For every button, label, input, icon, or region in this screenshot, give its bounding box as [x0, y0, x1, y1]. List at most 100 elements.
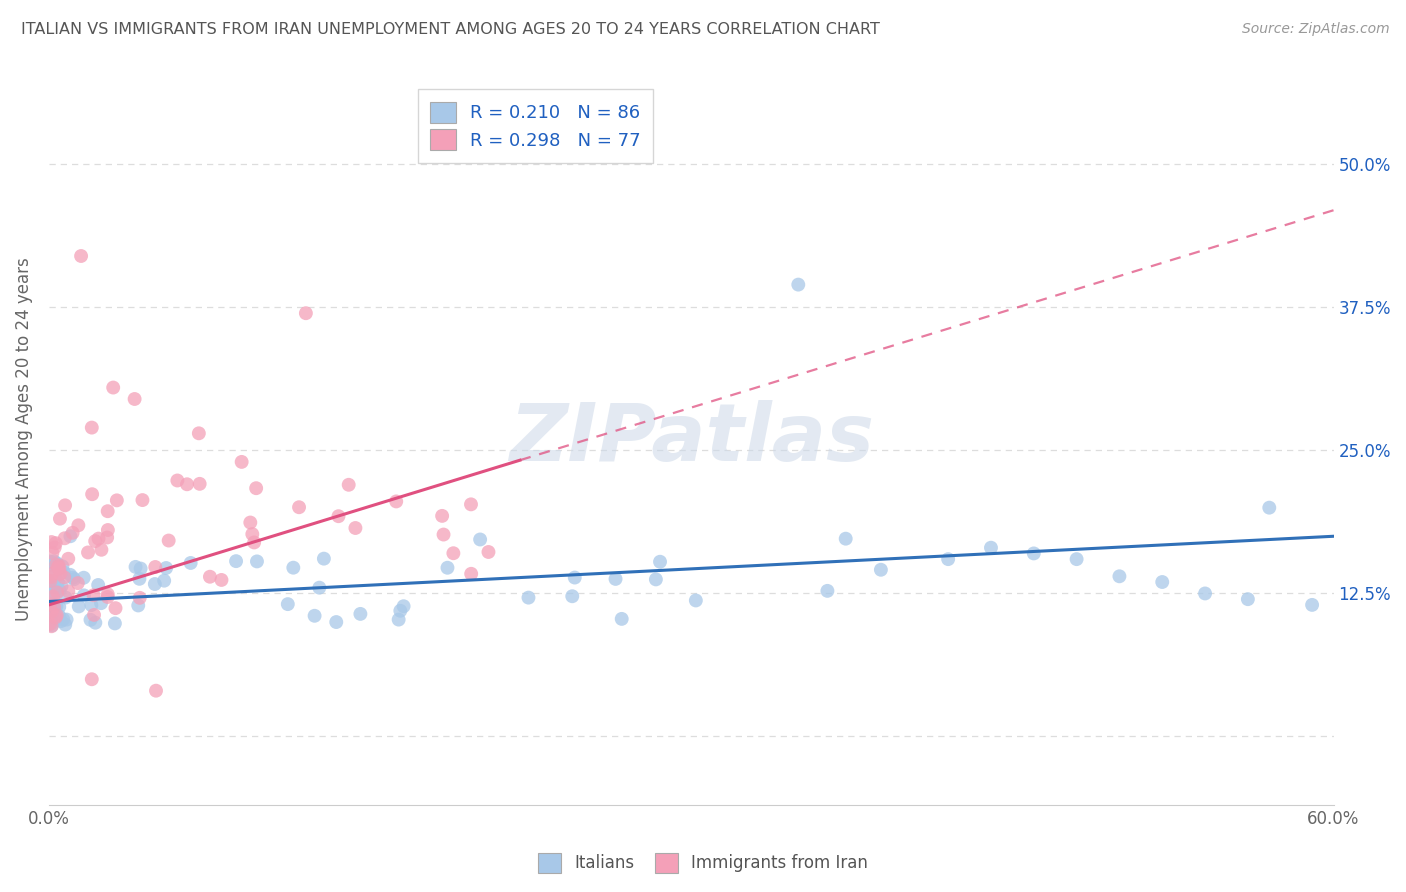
- Point: [73, 571, 96, 585]
- Point: [73, 588, 96, 602]
- Point: [97, 504, 120, 518]
- Point: [155, 561, 177, 575]
- Point: [245, 481, 267, 495]
- Point: [52, 566, 75, 580]
- Point: [80, 598, 103, 612]
- Point: [610, 612, 633, 626]
- Point: [104, 616, 127, 631]
- Point: [70, 249, 93, 263]
- Point: [176, 477, 198, 491]
- Point: [45, 536, 67, 550]
- Point: [45, 599, 67, 614]
- Point: [41, 587, 63, 601]
- Point: [59, 529, 82, 543]
- Point: [41, 566, 63, 581]
- Point: [980, 541, 1002, 555]
- Point: [225, 554, 247, 568]
- Point: [105, 493, 128, 508]
- Point: [38, 617, 60, 632]
- Point: [145, 683, 167, 698]
- Point: [44, 600, 66, 615]
- Point: [41, 616, 63, 631]
- Point: [239, 516, 262, 530]
- Point: [59, 567, 82, 582]
- Point: [49, 566, 72, 581]
- Point: [45, 610, 67, 624]
- Point: [385, 494, 408, 508]
- Point: [39, 597, 62, 611]
- Point: [246, 554, 269, 568]
- Point: [97, 590, 120, 604]
- Point: [41, 605, 63, 619]
- Point: [41, 546, 63, 560]
- Point: [45, 608, 67, 623]
- Point: [389, 604, 412, 618]
- Point: [48, 583, 70, 598]
- Point: [561, 589, 583, 603]
- Point: [48, 609, 70, 624]
- Point: [104, 601, 127, 615]
- Point: [39, 570, 62, 584]
- Point: [66, 576, 89, 591]
- Point: [231, 455, 253, 469]
- Point: [277, 597, 299, 611]
- Point: [349, 607, 371, 621]
- Legend: R = 0.210   N = 86, R = 0.298   N = 77: R = 0.210 N = 86, R = 0.298 N = 77: [418, 89, 654, 162]
- Point: [685, 593, 707, 607]
- Point: [1152, 574, 1174, 589]
- Point: [49, 511, 72, 525]
- Point: [46, 585, 69, 599]
- Point: [477, 545, 499, 559]
- Text: ZIPatlas: ZIPatlas: [509, 400, 873, 478]
- Point: [87, 578, 110, 592]
- Point: [283, 560, 305, 574]
- Point: [430, 508, 453, 523]
- Point: [41, 619, 63, 633]
- Point: [55, 591, 77, 605]
- Point: [1301, 598, 1323, 612]
- Point: [436, 560, 458, 574]
- Point: [46, 575, 69, 590]
- Point: [648, 555, 671, 569]
- Point: [153, 574, 176, 588]
- Point: [1258, 500, 1281, 515]
- Point: [87, 532, 110, 546]
- Point: [325, 615, 347, 629]
- Point: [52, 612, 75, 626]
- Point: [834, 532, 856, 546]
- Point: [51, 579, 73, 593]
- Point: [41, 608, 63, 623]
- Point: [815, 583, 838, 598]
- Point: [67, 518, 90, 533]
- Point: [127, 599, 149, 613]
- Point: [240, 527, 263, 541]
- Y-axis label: Unemployment Among Ages 20 to 24 years: Unemployment Among Ages 20 to 24 years: [15, 257, 32, 621]
- Point: [188, 476, 211, 491]
- Point: [58, 584, 80, 599]
- Point: [46, 560, 69, 574]
- Point: [53, 570, 76, 584]
- Point: [131, 493, 153, 508]
- Point: [82, 487, 104, 501]
- Point: [96, 531, 118, 545]
- Point: [42, 554, 65, 568]
- Point: [103, 380, 125, 394]
- Point: [55, 613, 77, 627]
- Point: [564, 570, 586, 584]
- Point: [128, 591, 150, 605]
- Point: [936, 552, 959, 566]
- Point: [38, 574, 60, 588]
- Point: [44, 541, 66, 555]
- Point: [328, 509, 350, 524]
- Point: [39, 554, 62, 568]
- Point: [42, 590, 65, 604]
- Point: [143, 560, 166, 574]
- Point: [83, 588, 105, 602]
- Point: [1066, 552, 1088, 566]
- Point: [42, 585, 65, 599]
- Point: [211, 573, 233, 587]
- Point: [39, 574, 62, 588]
- Point: [128, 572, 150, 586]
- Point: [41, 618, 63, 632]
- Point: [344, 521, 367, 535]
